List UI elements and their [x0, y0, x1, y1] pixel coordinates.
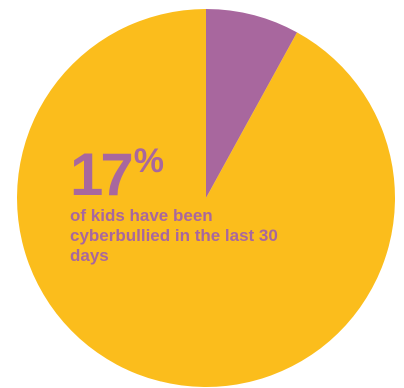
pie-slice-1	[16, 9, 395, 387]
stat-caption: of kids have been cyberbullied in the la…	[70, 206, 278, 265]
stat-figure: 17 %	[70, 141, 290, 208]
stat-callout: 17 % of kids have been cyberbullied in t…	[70, 141, 290, 266]
stat-percent-sign: %	[133, 142, 164, 180]
pie-slice-0	[206, 9, 298, 198]
stat-number: 17	[70, 141, 134, 208]
